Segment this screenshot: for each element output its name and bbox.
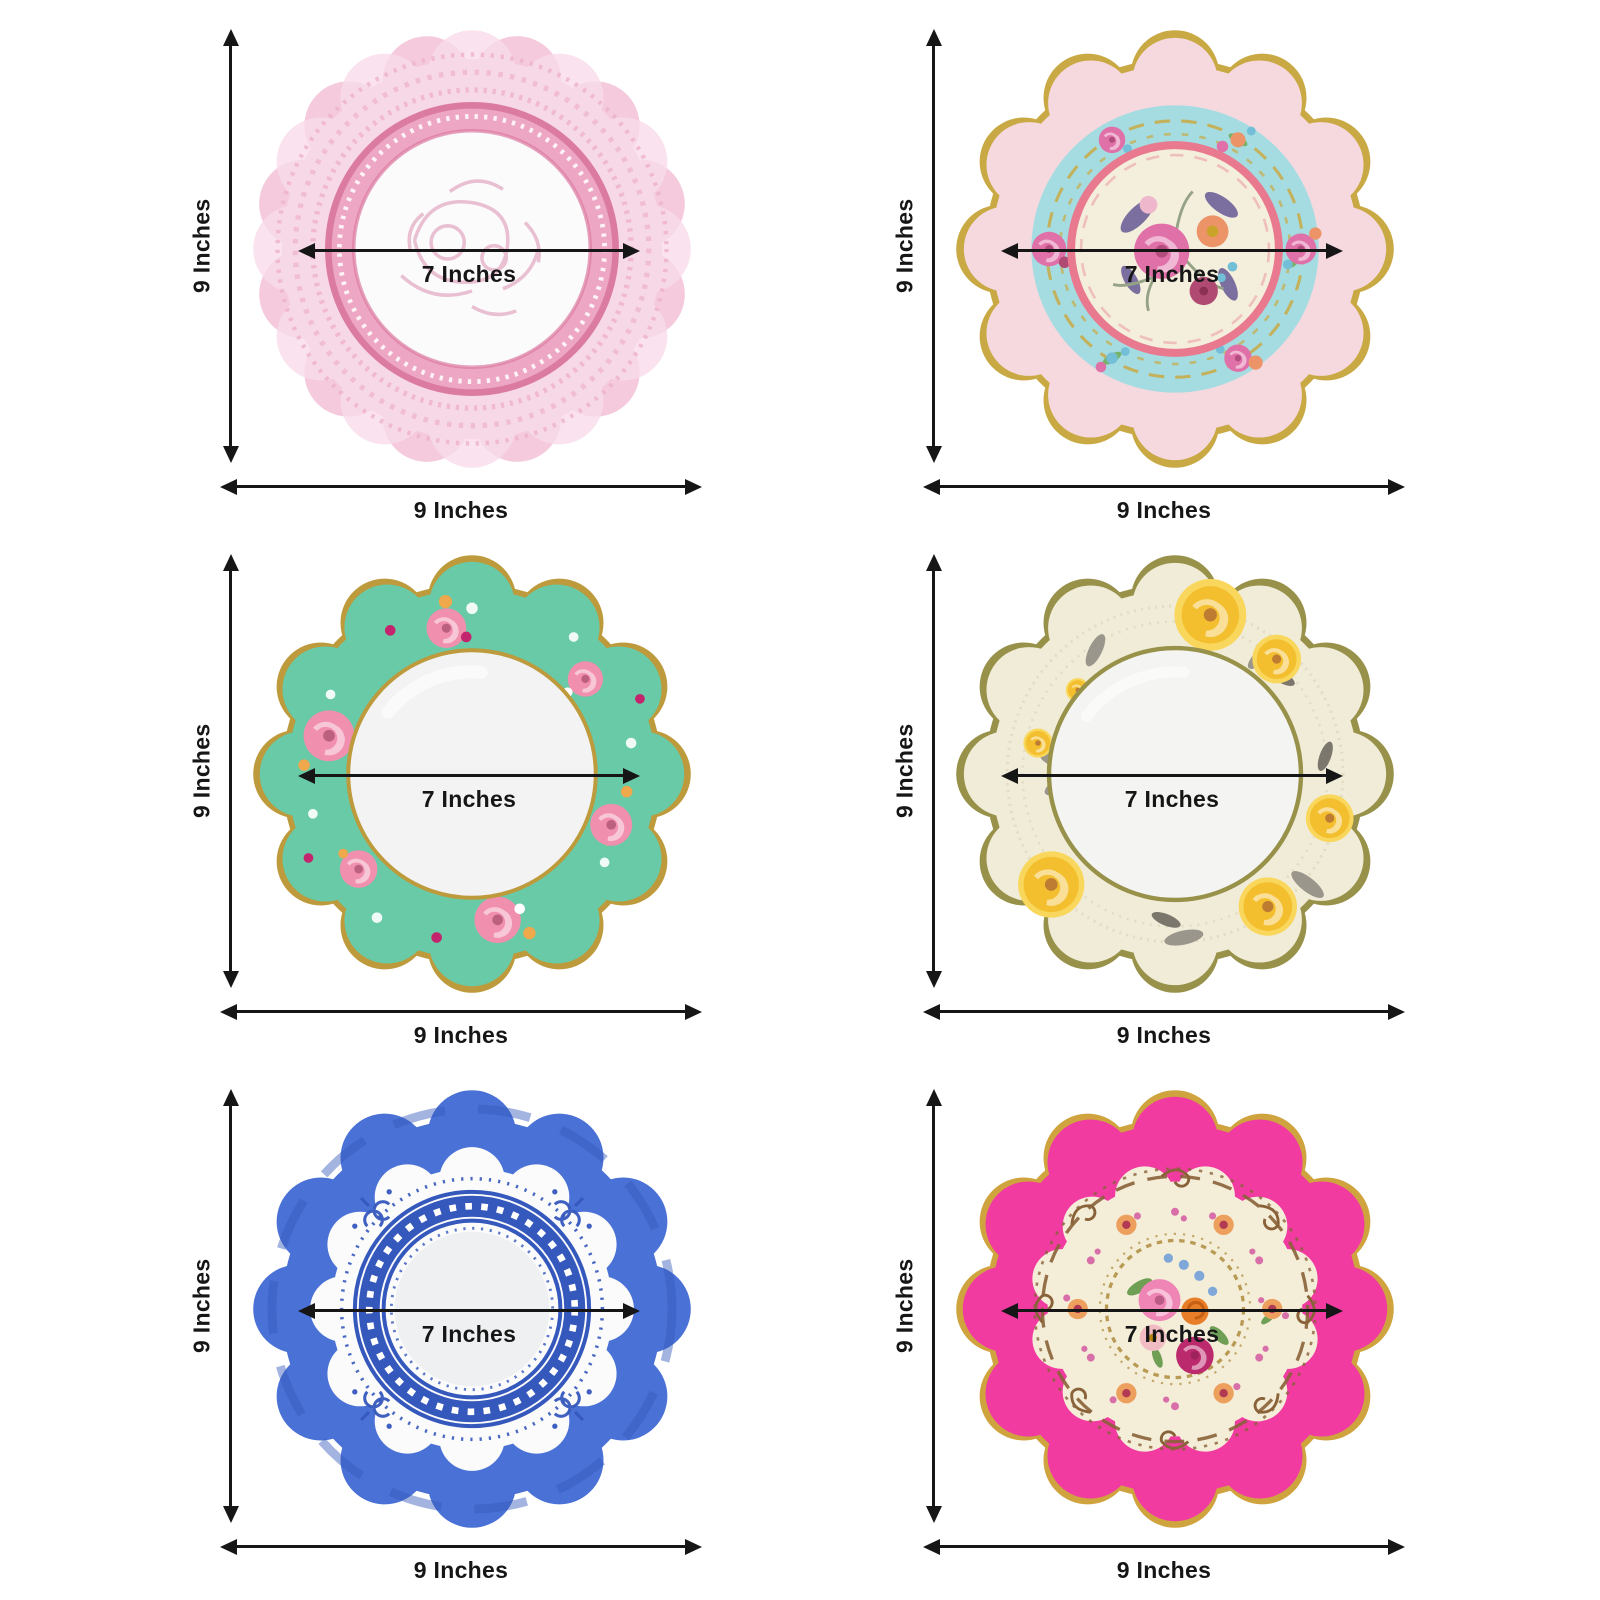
floral-band <box>1030 125 1322 374</box>
width-dimension-arrow <box>923 1538 1405 1555</box>
height-dimension-arrow <box>925 29 942 463</box>
inner-diameter-label: 7 Inches <box>421 261 517 287</box>
inner-diameter-arrow <box>1001 1302 1343 1319</box>
height-dimension-arrow <box>222 1089 239 1523</box>
height-dimension-label: 9 Inches <box>891 198 918 294</box>
height-dimension-arrow <box>222 554 239 988</box>
inner-diameter-arrow <box>1001 767 1343 784</box>
panel-teal-rose-rim-plate: 9 Inches <box>185 545 715 1065</box>
height-dimension-label: 9 Inches <box>188 723 215 819</box>
plate-center <box>353 130 591 368</box>
height-dimension-label: 9 Inches <box>188 198 215 294</box>
width-dimension-label: 9 Inches <box>1116 1022 1212 1048</box>
inner-diameter-label: 7 Inches <box>1124 1321 1220 1347</box>
inner-diameter-label: 7 Inches <box>421 1321 517 1347</box>
width-dimension-label: 9 Inches <box>1116 1557 1212 1583</box>
panel-pink-lace-plate: 9 Inches <box>185 20 715 540</box>
yellow-roses <box>1018 578 1354 936</box>
width-dimension-arrow <box>923 1003 1405 1020</box>
inner-diameter-label: 7 Inches <box>1124 786 1220 812</box>
panel-blue-white-lace-plate: 9 Inches <box>185 1080 715 1600</box>
inner-diameter-arrow <box>298 1302 640 1319</box>
white-dabs <box>308 602 637 923</box>
height-dimension-arrow <box>925 1089 942 1523</box>
width-dimension-label: 9 Inches <box>413 497 509 523</box>
magenta-dots <box>303 625 645 943</box>
width-dimension-label: 9 Inches <box>413 1557 509 1583</box>
height-dimension-label: 9 Inches <box>188 1258 215 1354</box>
panel-vintage-teal-floral-plate: 9 Inches <box>888 20 1418 540</box>
width-dimension-arrow <box>220 1538 702 1555</box>
width-dimension-arrow <box>220 1003 702 1020</box>
panel-hot-pink-scroll-plate: 9 Inches <box>888 1080 1418 1600</box>
inner-diameter-label: 7 Inches <box>421 786 517 812</box>
height-dimension-arrow <box>222 29 239 463</box>
inner-diameter-arrow <box>298 242 640 259</box>
width-dimension-label: 9 Inches <box>413 1022 509 1048</box>
height-dimension-arrow <box>925 554 942 988</box>
height-dimension-label: 9 Inches <box>891 723 918 819</box>
inner-diameter-label: 7 Inches <box>1124 261 1220 287</box>
height-dimension-label: 9 Inches <box>891 1258 918 1354</box>
inner-diameter-arrow <box>298 767 640 784</box>
panel-yellow-floral-plate: 9 Inches <box>888 545 1418 1065</box>
width-dimension-arrow <box>923 478 1405 495</box>
center-bouquet <box>1112 187 1242 312</box>
floral-sprig-ring <box>1063 1207 1290 1411</box>
rose-band <box>304 606 633 943</box>
width-dimension-arrow <box>220 478 702 495</box>
toile-floral-motif <box>400 179 541 317</box>
inner-diameter-arrow <box>1001 242 1343 259</box>
width-dimension-label: 9 Inches <box>1116 497 1212 523</box>
